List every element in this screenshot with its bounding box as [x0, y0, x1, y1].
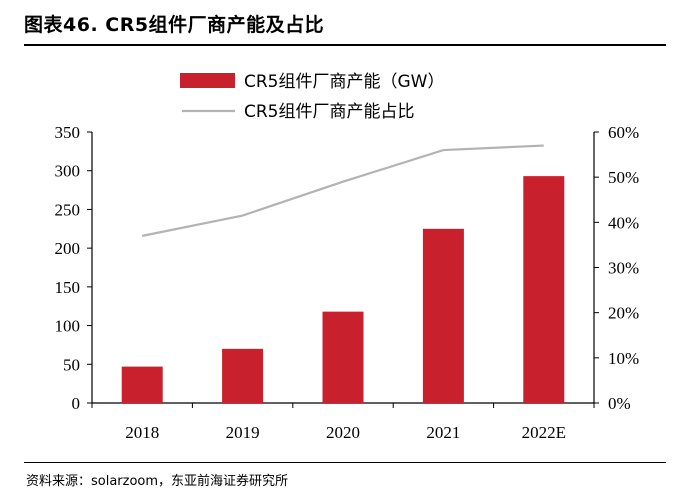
right-tick-label: 30% — [608, 259, 639, 278]
title-divider — [24, 44, 666, 46]
right-tick-label: 40% — [608, 213, 639, 232]
legend-bar-swatch — [180, 73, 235, 88]
left-tick-label: 150 — [55, 278, 81, 297]
right-tick-label: 20% — [608, 304, 639, 323]
x-tick-label: 2021 — [426, 423, 460, 442]
share-line — [141, 144, 544, 237]
bar — [222, 348, 264, 403]
right-tick-label: 10% — [608, 349, 639, 368]
left-tick-label: 300 — [55, 162, 81, 181]
left-tick-label: 100 — [55, 317, 81, 336]
x-tick-label: 2020 — [326, 423, 360, 442]
bar — [422, 228, 464, 403]
chart-title: 图表46. CR5组件厂商产能及占比 — [24, 14, 325, 36]
x-tick-label: 2022E — [522, 423, 566, 442]
left-tick-label: 200 — [55, 239, 81, 258]
left-tick-label: 250 — [55, 200, 81, 219]
left-tick-label: 0 — [72, 394, 81, 413]
bar — [523, 176, 565, 403]
bar — [121, 366, 163, 403]
right-tick-label: 60% — [608, 123, 639, 142]
x-tick-label: 2018 — [125, 423, 159, 442]
right-tick-label: 50% — [608, 168, 639, 187]
left-tick-label: 350 — [55, 123, 81, 142]
left-tick-label: 50 — [63, 355, 80, 374]
source-note: 资料来源：solarzoom，东亚前海证券研究所 — [26, 474, 289, 489]
x-tick-label: 2019 — [226, 423, 260, 442]
legend-line-label: CR5组件厂商产能占比 — [244, 102, 415, 122]
legend-bar-label: CR5组件厂商产能（GW） — [244, 72, 444, 92]
bar — [322, 311, 364, 403]
source-divider — [24, 462, 666, 463]
right-tick-label: 0% — [608, 394, 631, 413]
